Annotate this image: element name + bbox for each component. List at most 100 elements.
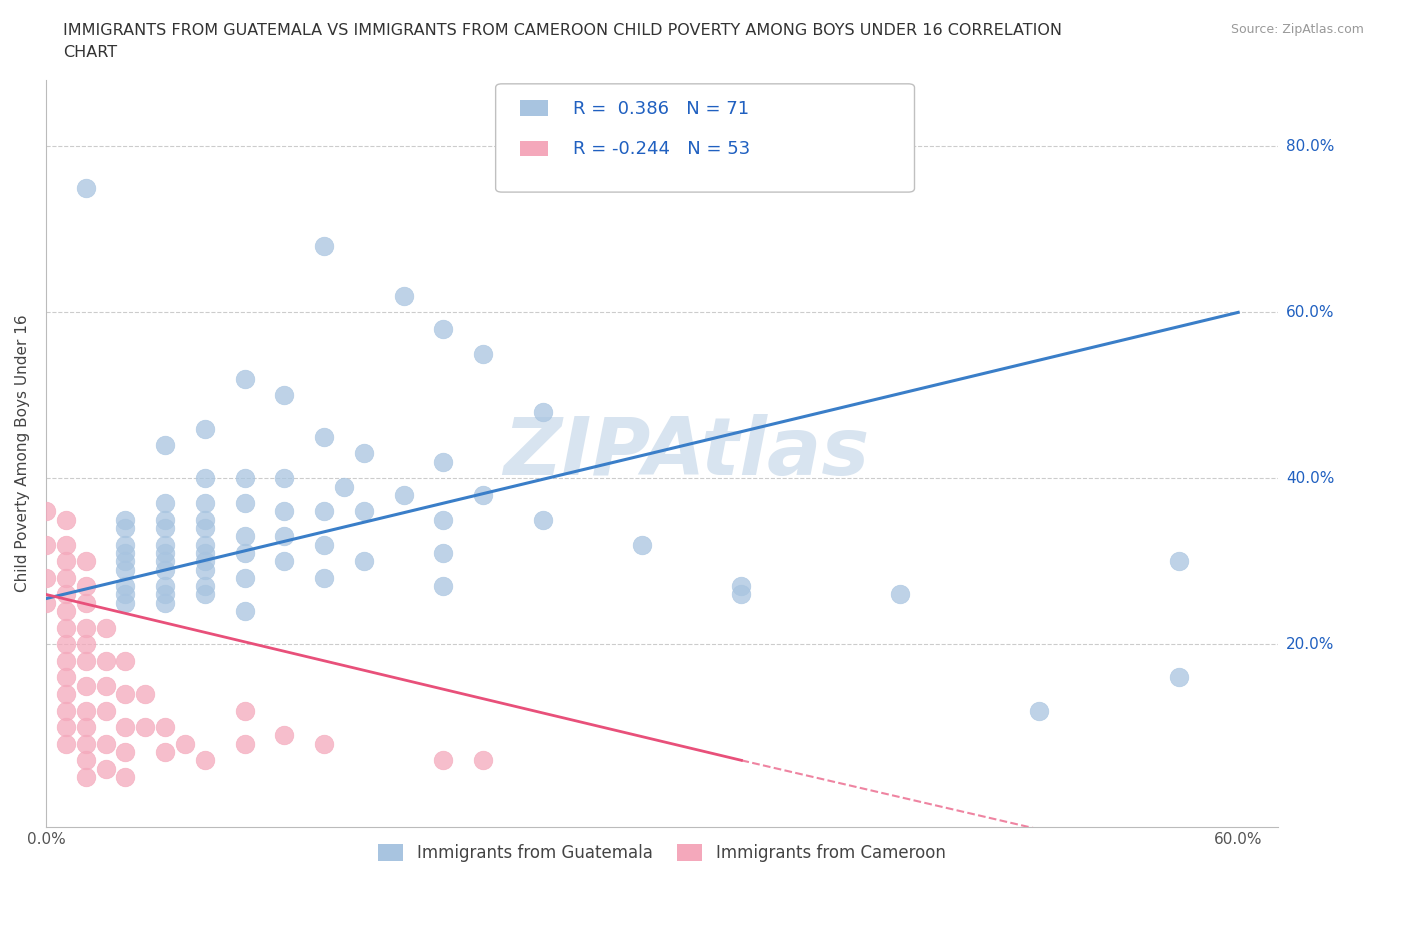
Point [114, 769, 136, 784]
Point [432, 322, 454, 337]
Point [233, 570, 256, 585]
Point [153, 538, 176, 552]
Point [114, 595, 136, 610]
Bar [520, 140, 548, 156]
Point [472, 346, 495, 361]
Point [35, 595, 58, 610]
Point [55, 703, 77, 718]
Point [194, 496, 217, 511]
Text: CHART: CHART [63, 45, 117, 60]
Point [233, 471, 256, 485]
Text: 20.0%: 20.0% [1286, 637, 1334, 652]
Point [114, 546, 136, 561]
Y-axis label: Child Poverty Among Boys Under 16: Child Poverty Among Boys Under 16 [15, 314, 30, 592]
Point [194, 578, 217, 593]
Text: R = -0.244   N = 53: R = -0.244 N = 53 [574, 140, 751, 158]
Point [432, 454, 454, 469]
Point [35, 538, 58, 552]
Point [153, 496, 176, 511]
Point [233, 529, 256, 544]
Point [194, 553, 217, 568]
Point [153, 587, 176, 602]
Point [75, 720, 97, 735]
Text: 80.0%: 80.0% [1286, 139, 1334, 154]
Point [114, 720, 136, 735]
Point [94, 703, 117, 718]
Text: 40.0%: 40.0% [1286, 471, 1334, 485]
Point [233, 371, 256, 386]
Point [134, 686, 156, 701]
Point [114, 521, 136, 536]
Point [55, 553, 77, 568]
Point [153, 720, 176, 735]
Point [314, 430, 336, 445]
Point [75, 753, 97, 768]
Point [153, 578, 176, 593]
Point [194, 753, 217, 768]
Point [314, 239, 336, 254]
Point [194, 471, 217, 485]
Point [55, 620, 77, 635]
Point [194, 538, 217, 552]
Point [153, 438, 176, 453]
Point [432, 546, 454, 561]
Point [233, 496, 256, 511]
Point [432, 753, 454, 768]
Point [55, 587, 77, 602]
Point [889, 587, 911, 602]
Point [233, 737, 256, 751]
Point [114, 587, 136, 602]
Point [75, 678, 97, 693]
Bar [520, 100, 548, 116]
Text: 60.0%: 60.0% [1286, 305, 1334, 320]
Point [75, 180, 97, 195]
Point [75, 595, 97, 610]
Point [314, 737, 336, 751]
Point [333, 479, 356, 494]
Point [55, 686, 77, 701]
Point [114, 512, 136, 527]
Point [314, 504, 336, 519]
Point [55, 720, 77, 735]
Point [55, 670, 77, 684]
Point [94, 761, 117, 776]
Point [194, 562, 217, 577]
Point [1167, 553, 1189, 568]
Point [174, 737, 197, 751]
Point [35, 504, 58, 519]
Point [55, 512, 77, 527]
Point [432, 578, 454, 593]
Point [114, 745, 136, 760]
Text: Source: ZipAtlas.com: Source: ZipAtlas.com [1230, 23, 1364, 36]
Point [233, 703, 256, 718]
Point [273, 471, 295, 485]
Text: R =  0.386   N = 71: R = 0.386 N = 71 [574, 100, 749, 117]
Point [472, 487, 495, 502]
Point [194, 546, 217, 561]
Point [55, 604, 77, 618]
FancyBboxPatch shape [496, 84, 914, 193]
Point [1028, 703, 1050, 718]
Point [392, 487, 415, 502]
Point [94, 654, 117, 669]
Point [153, 562, 176, 577]
Point [153, 595, 176, 610]
Point [531, 405, 554, 419]
Point [55, 737, 77, 751]
Point [314, 570, 336, 585]
Point [75, 654, 97, 669]
Point [75, 578, 97, 593]
Point [472, 753, 495, 768]
Point [730, 587, 752, 602]
Point [631, 538, 654, 552]
Point [432, 512, 454, 527]
Point [353, 553, 375, 568]
Point [153, 512, 176, 527]
Point [194, 587, 217, 602]
Point [35, 570, 58, 585]
Point [75, 620, 97, 635]
Point [114, 538, 136, 552]
Point [55, 538, 77, 552]
Point [94, 620, 117, 635]
Point [114, 578, 136, 593]
